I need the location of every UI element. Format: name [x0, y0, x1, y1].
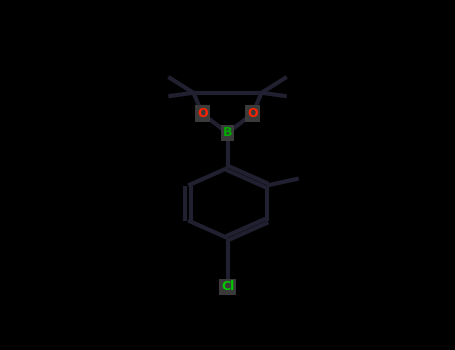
Text: B: B [223, 126, 232, 140]
Text: O: O [247, 107, 258, 120]
Text: Cl: Cl [221, 280, 234, 294]
Text: O: O [197, 107, 208, 120]
